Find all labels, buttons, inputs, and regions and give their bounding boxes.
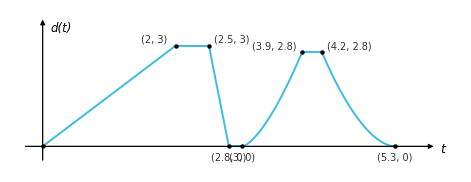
Text: (4.2, 2.8): (4.2, 2.8) <box>327 41 372 51</box>
Text: (2, 3): (2, 3) <box>141 35 168 45</box>
Text: d(t): d(t) <box>51 22 72 35</box>
Text: t: t <box>440 143 445 156</box>
Text: (3.9, 2.8): (3.9, 2.8) <box>252 41 297 51</box>
Text: (5.3, 0): (5.3, 0) <box>377 152 413 162</box>
Text: (2.8, 0): (2.8, 0) <box>211 152 246 162</box>
Text: (2.5, 3): (2.5, 3) <box>214 35 250 45</box>
Text: (3, 0): (3, 0) <box>229 152 255 162</box>
